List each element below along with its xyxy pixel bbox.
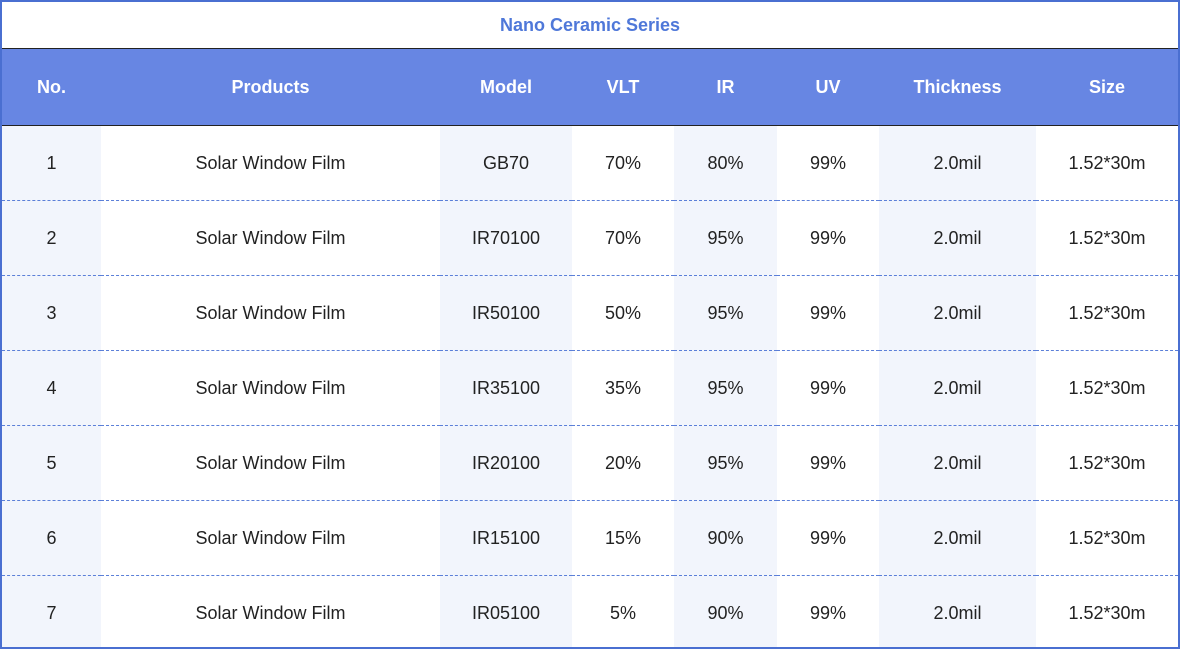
cell-thickness: 2.0mil	[879, 350, 1036, 426]
spec-table: No. Products Model VLT IR UV Thickness S…	[2, 49, 1178, 647]
table-row: 3 Solar Window Film IR50100 50% 95% 99% …	[2, 275, 1178, 351]
table-title-bar: Nano Ceramic Series	[2, 2, 1178, 49]
cell-ir: 95%	[674, 350, 777, 426]
col-header-products: Products	[101, 49, 440, 126]
cell-thickness: 2.0mil	[879, 575, 1036, 647]
cell-model: IR05100	[440, 575, 572, 647]
cell-model: IR35100	[440, 350, 572, 426]
cell-thickness: 2.0mil	[879, 275, 1036, 351]
cell-ir: 95%	[674, 200, 777, 276]
cell-model: IR70100	[440, 200, 572, 276]
cell-product: Solar Window Film	[101, 575, 440, 647]
col-header-uv: UV	[777, 49, 879, 126]
cell-size: 1.52*30m	[1036, 200, 1178, 276]
cell-thickness: 2.0mil	[879, 125, 1036, 201]
table-row: 4 Solar Window Film IR35100 35% 95% 99% …	[2, 350, 1178, 426]
table-row: 2 Solar Window Film IR70100 70% 95% 99% …	[2, 200, 1178, 276]
cell-no: 4	[2, 350, 101, 426]
cell-uv: 99%	[777, 200, 879, 276]
cell-product: Solar Window Film	[101, 350, 440, 426]
cell-vlt: 70%	[604, 152, 642, 173]
cell-product: Solar Window Film	[101, 275, 440, 351]
cell-model: IR15100	[440, 500, 572, 576]
cell-uv: 99%	[777, 350, 879, 426]
cell-size: 1.52*30m	[1036, 575, 1178, 647]
table-row: 6 Solar Window Film IR15100 15% 90% 99% …	[2, 500, 1178, 576]
cell-model: IR20100	[440, 425, 572, 501]
cell-no: 2	[2, 200, 101, 276]
cell-size: 1.52*30m	[1036, 275, 1178, 351]
cell-no: 1	[2, 125, 101, 201]
cell-ir: 95%	[674, 425, 777, 501]
cell-no: 3	[2, 275, 101, 351]
cell-uv: 99%	[777, 425, 879, 501]
cell-size: 1.52*30m	[1036, 500, 1178, 576]
cell-vlt: 15%	[572, 500, 674, 576]
cell-model: GB70	[440, 125, 572, 201]
col-header-model: Model	[440, 49, 572, 126]
cell-uv: 99%	[777, 275, 879, 351]
table-row: 7 Solar Window Film IR05100 5% 90% 99% 2…	[2, 575, 1178, 647]
col-header-ir: IR	[674, 49, 777, 126]
cell-uv: 99%	[809, 152, 847, 173]
cell-vlt: 35%	[572, 350, 674, 426]
cell-no: 6	[2, 500, 101, 576]
header-row: No. Products Model VLT IR UV Thickness S…	[2, 49, 1178, 126]
col-header-vlt: VLT	[572, 49, 674, 126]
cell-product: Solar Window Film	[195, 152, 346, 173]
cell-ir: 95%	[674, 275, 777, 351]
cell-size: 1.52*30m	[1068, 152, 1146, 173]
cell-uv: 99%	[777, 575, 879, 647]
table-row: 5 Solar Window Film IR20100 20% 95% 99% …	[2, 425, 1178, 501]
cell-ir: 90%	[674, 500, 777, 576]
table-title: Nano Ceramic Series	[499, 14, 681, 35]
cell-product: Solar Window Film	[101, 500, 440, 576]
cell-thickness: 2.0mil	[879, 500, 1036, 576]
cell-size: 1.52*30m	[1036, 425, 1178, 501]
cell-ir: 90%	[674, 575, 777, 647]
cell-vlt: 5%	[572, 575, 674, 647]
cell-uv: 99%	[777, 500, 879, 576]
cell-model: IR50100	[440, 275, 572, 351]
cell-product: Solar Window Film	[101, 425, 440, 501]
col-header-size: Size	[1036, 49, 1178, 126]
cell-vlt: 70%	[572, 200, 674, 276]
col-header-no: No.	[2, 49, 101, 126]
cell-no: 7	[2, 575, 101, 647]
table-header: No. Products Model VLT IR UV Thickness S…	[2, 49, 1178, 126]
cell-ir: 80%	[674, 125, 777, 201]
cell-no: 5	[2, 425, 101, 501]
cell-vlt: 20%	[572, 425, 674, 501]
table-row: 1 Solar Window Film GB70 70% 80% 99% 2.0…	[2, 125, 1178, 201]
col-header-thickness: Thickness	[879, 49, 1036, 126]
cell-thickness: 2.0mil	[879, 425, 1036, 501]
table-body: 1 Solar Window Film GB70 70% 80% 99% 2.0…	[2, 125, 1178, 647]
cell-size: 1.52*30m	[1036, 350, 1178, 426]
cell-product: Solar Window Film	[101, 200, 440, 276]
cell-vlt: 50%	[572, 275, 674, 351]
cell-thickness: 2.0mil	[879, 200, 1036, 276]
